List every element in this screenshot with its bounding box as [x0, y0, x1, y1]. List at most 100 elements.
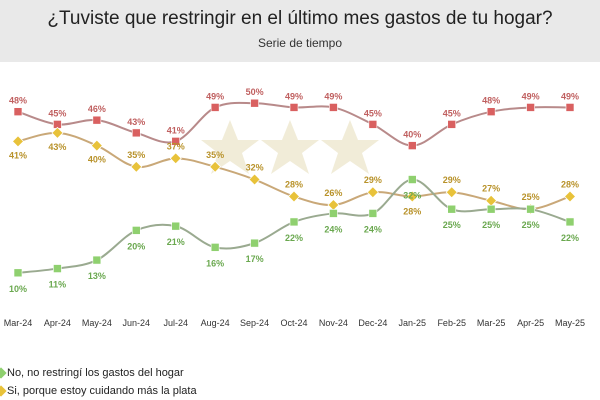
x-tick-label: Mar-24: [4, 318, 33, 328]
data-label: 25%: [482, 220, 500, 230]
data-point: [250, 98, 259, 108]
data-point: [92, 115, 102, 125]
data-label: 32%: [403, 191, 421, 201]
data-point: [287, 190, 301, 203]
data-point: [565, 103, 575, 112]
data-label: 48%: [9, 96, 27, 106]
data-point: [526, 103, 535, 112]
x-tick-label: Sep-24: [240, 318, 269, 328]
data-point: [329, 209, 338, 218]
data-label: 43%: [127, 117, 145, 127]
data-point: [447, 120, 457, 129]
data-label: 21%: [167, 237, 185, 247]
data-point: [406, 190, 419, 203]
data-label: 48%: [482, 96, 500, 106]
data-point: [131, 226, 141, 235]
data-point: [563, 190, 577, 203]
data-label: 49%: [285, 91, 303, 101]
data-label: 11%: [49, 280, 67, 290]
data-point: [248, 173, 261, 186]
data-point: [169, 152, 182, 165]
data-label: 25%: [443, 220, 461, 230]
data-label: 32%: [246, 163, 264, 173]
watermark-star-icon: [321, 120, 379, 174]
data-label: 35%: [127, 150, 145, 160]
watermark-star-icon: [201, 120, 259, 174]
x-tick-label: Feb-25: [437, 318, 466, 328]
data-point: [486, 204, 496, 214]
data-point: [485, 194, 498, 207]
data-point: [13, 268, 23, 278]
data-label: 40%: [88, 155, 106, 165]
data-point: [407, 175, 417, 184]
data-point: [90, 139, 103, 152]
x-tick-label: Aug-24: [201, 318, 230, 328]
data-point: [366, 186, 379, 199]
data-label: 28%: [561, 179, 579, 189]
data-label: 24%: [364, 224, 382, 234]
data-point: [171, 137, 181, 146]
x-tick-label: Jul-24: [163, 318, 188, 328]
data-label: 16%: [206, 258, 224, 268]
watermark-star-icon: [261, 120, 319, 174]
chart-title: ¿Tuviste que restringir en el último mes…: [47, 8, 553, 29]
data-label: 25%: [522, 192, 540, 202]
data-label: 45%: [443, 108, 461, 118]
data-label: 49%: [561, 91, 579, 101]
data-label: 28%: [403, 206, 421, 216]
data-label: 26%: [324, 188, 342, 198]
data-label: 41%: [9, 150, 27, 160]
data-label: 29%: [364, 175, 382, 185]
data-point: [565, 217, 575, 227]
x-tick-label: Apr-24: [44, 318, 71, 328]
data-point: [209, 160, 222, 173]
data-label: 22%: [285, 233, 303, 243]
data-label: 27%: [482, 184, 500, 194]
data-point: [210, 103, 220, 112]
data-point: [11, 135, 25, 148]
legend-label: No, no restringí los gastos del hogar: [7, 367, 184, 379]
data-label: 50%: [246, 87, 264, 97]
data-point: [250, 238, 259, 248]
data-point: [526, 204, 535, 214]
data-label: 45%: [364, 108, 382, 118]
line-chart: Mar-24 Apr-24 May-24 Jun-24 Jul-24 Aug-24 Sep-…: [4, 87, 585, 328]
data-label: 28%: [285, 179, 303, 189]
legend-marker-icon: [0, 385, 7, 397]
x-tick-label: Apr-25: [517, 318, 544, 328]
chart-subtitle: Serie de tiempo: [257, 36, 343, 50]
data-label: 22%: [561, 233, 579, 243]
data-point: [13, 107, 23, 116]
chart-header: ¿Tuviste que restringir en el último mes…: [0, 0, 600, 62]
x-tick-label: Oct-24: [280, 318, 307, 328]
x-tick-label: Nov-24: [319, 318, 348, 328]
data-point: [289, 103, 299, 112]
data-label: 40%: [403, 130, 421, 140]
data-label: 37%: [167, 141, 185, 151]
data-label: 43%: [48, 142, 66, 152]
data-point: [327, 198, 340, 212]
x-tick-label: May-25: [555, 318, 585, 328]
legend-marker-icon: [0, 367, 7, 379]
data-label: 49%: [206, 91, 224, 101]
legend: No, no restringí los gastos del hogar Si…: [0, 364, 197, 400]
data-label: 25%: [522, 220, 540, 230]
x-tick-label: Jun-24: [123, 318, 151, 328]
data-label: 49%: [522, 91, 540, 101]
x-tick-label: May-24: [82, 318, 112, 328]
data-point: [131, 128, 141, 138]
watermark-stars: [201, 120, 379, 174]
data-label: 17%: [246, 254, 264, 264]
data-point: [289, 217, 299, 227]
data-point: [486, 107, 496, 116]
data-point: [53, 264, 62, 273]
legend-item: Si, porque estoy cuidando más la plata: [0, 382, 197, 400]
data-label: 24%: [324, 224, 342, 234]
data-point: [329, 103, 338, 112]
x-tick-label: Jan-25: [399, 318, 427, 328]
data-label: 35%: [206, 150, 224, 160]
data-label: 29%: [443, 175, 461, 185]
data-point: [51, 126, 64, 139]
data-point: [407, 141, 417, 150]
x-tick-label: Dec-24: [358, 318, 387, 328]
